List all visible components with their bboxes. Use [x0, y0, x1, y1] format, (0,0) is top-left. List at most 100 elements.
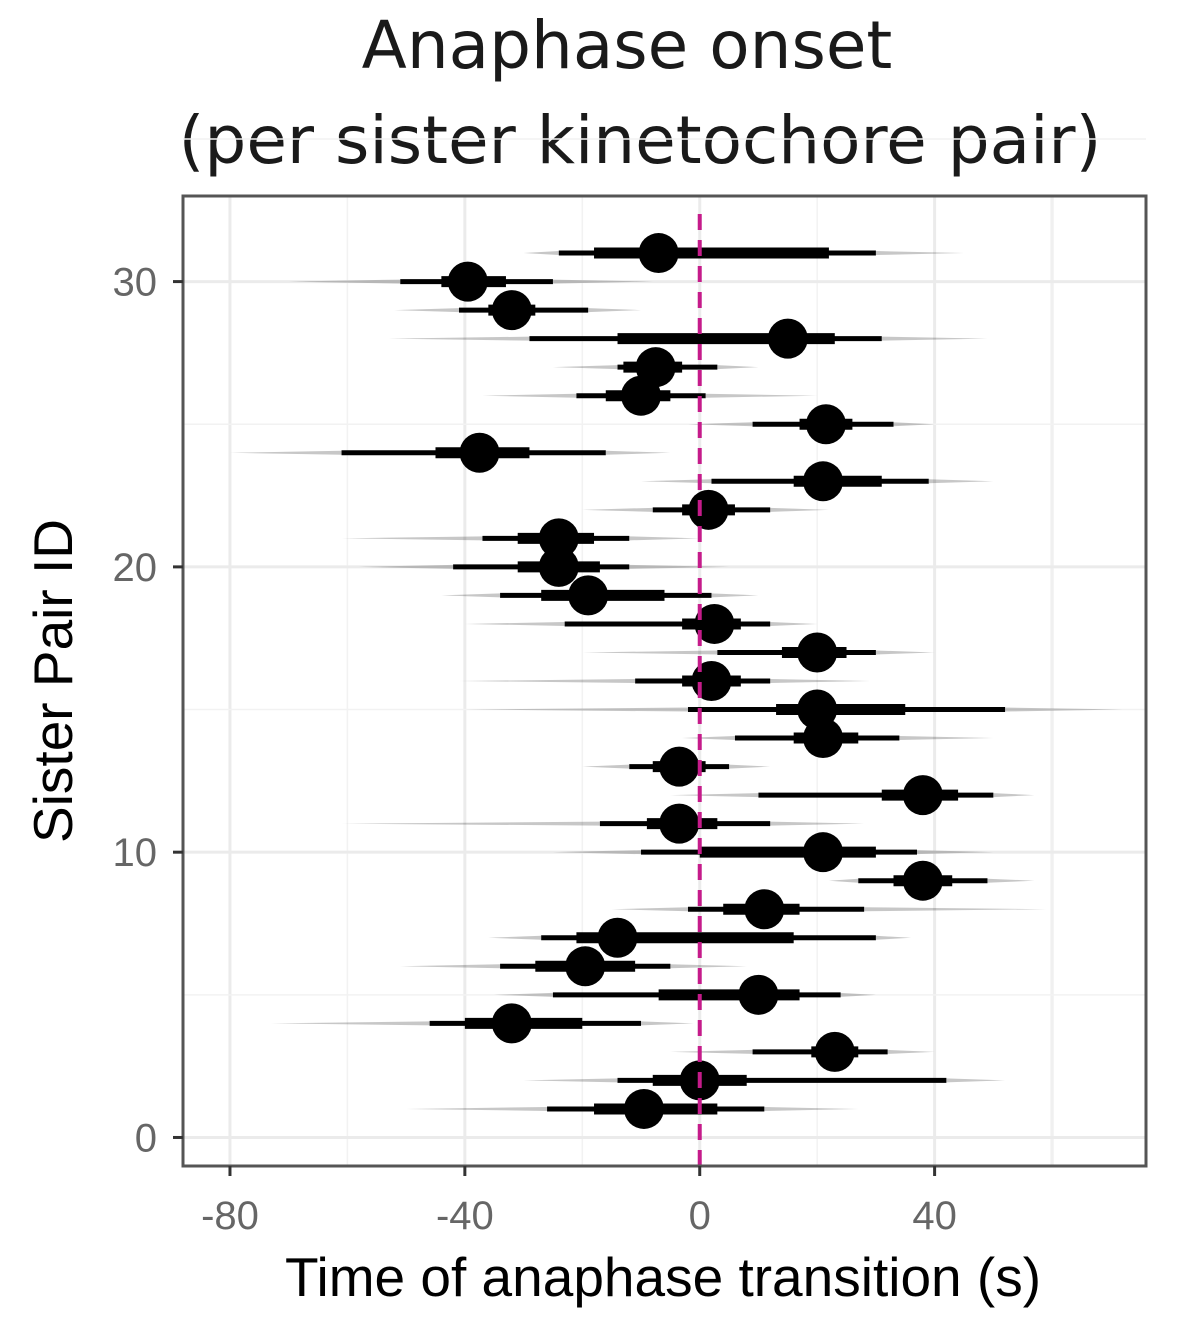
- tail-right-21: [629, 536, 700, 541]
- chart-title-line-1: Anaphase onset: [362, 7, 893, 84]
- median-point-25: [805, 404, 846, 445]
- y-tick-label: 30: [113, 261, 158, 305]
- tail-left-20: [359, 564, 454, 569]
- median-point-21: [538, 518, 579, 559]
- tail-left-30: [288, 279, 401, 284]
- tail-left-7: [488, 935, 542, 940]
- median-point-31: [638, 233, 679, 274]
- median-point-29: [491, 290, 532, 331]
- y-tick-label: 0: [135, 1116, 157, 1160]
- tail-left-31: [523, 251, 559, 256]
- tail-left-17: [582, 650, 718, 655]
- tail-left-22: [582, 507, 653, 512]
- y-tick-label: 20: [113, 546, 158, 590]
- tail-right-27: [717, 365, 759, 370]
- tail-right-13: [729, 764, 771, 769]
- tail-left-5: [494, 992, 553, 997]
- tail-right-19: [711, 593, 759, 598]
- tail-right-5: [840, 992, 876, 997]
- tail-right-10: [916, 850, 994, 855]
- tail-left-26: [482, 393, 577, 398]
- median-point-9: [902, 860, 943, 901]
- median-point-19: [568, 575, 609, 616]
- tail-left-4: [271, 1021, 430, 1026]
- median-point-17: [797, 632, 838, 673]
- tail-right-8: [864, 907, 1047, 912]
- tail-right-26: [705, 393, 818, 398]
- tail-left-29: [394, 308, 459, 313]
- tail-left-28: [388, 336, 530, 341]
- median-point-7: [597, 917, 638, 958]
- tail-right-30: [552, 279, 653, 284]
- median-point-28: [767, 318, 808, 359]
- x-tick-label: 0: [689, 1194, 711, 1238]
- tail-left-23: [641, 479, 712, 484]
- tail-left-12: [670, 793, 759, 798]
- outer-intervals: [341, 250, 1006, 1112]
- tail-left-25: [687, 422, 753, 427]
- plot-panel-border: [181, 194, 1148, 1168]
- tail-right-9: [987, 878, 1035, 883]
- median-point-16: [691, 661, 732, 701]
- tail-right-18: [770, 621, 818, 626]
- tail-left-13: [582, 764, 630, 769]
- x-tick-label: -40: [436, 1194, 494, 1238]
- tail-right-23: [928, 479, 994, 484]
- median-point-1: [623, 1088, 664, 1129]
- y-tick-label: 10: [113, 831, 158, 875]
- tail-right-16: [770, 679, 871, 683]
- tail-left-10: [552, 850, 642, 855]
- tail-right-14: [899, 736, 994, 741]
- median-point-30: [447, 261, 488, 302]
- x-tick-label: -80: [201, 1194, 259, 1238]
- y-axis-title: Sister Pair ID: [22, 519, 84, 843]
- chart-title-line-2: (per sister kinetochore pair): [179, 102, 1102, 179]
- median-point-4: [491, 1003, 532, 1044]
- median-point-6: [565, 946, 606, 987]
- tail-left-21: [341, 536, 483, 541]
- median-point-8: [744, 889, 785, 930]
- tail-right-3: [887, 1049, 935, 1054]
- median-point-11: [659, 803, 700, 844]
- x-axis-title: Time of anaphase transition (s): [285, 1246, 1041, 1308]
- median-point-20: [538, 546, 579, 587]
- median-points: [447, 233, 943, 1129]
- tail-left-3: [670, 1049, 753, 1054]
- tail-right-20: [629, 564, 730, 569]
- median-point-23: [803, 461, 844, 502]
- tail-left-19: [441, 593, 501, 598]
- tail-left-14: [682, 736, 735, 741]
- tail-left-2: [523, 1078, 618, 1083]
- tail-right-12: [993, 793, 1035, 798]
- median-point-15: [797, 689, 838, 730]
- tail-right-28: [881, 336, 988, 341]
- median-point-18: [694, 603, 735, 644]
- tail-right-6: [670, 964, 747, 969]
- tail-left-27: [552, 365, 618, 370]
- chart-title: Anaphase onset (per sister kinetochore p…: [179, 7, 1102, 179]
- median-point-5: [738, 974, 779, 1015]
- tail-right-1: [764, 1106, 859, 1111]
- tail-right-29: [588, 308, 642, 313]
- tail-left-6: [400, 964, 501, 969]
- tail-left-18: [464, 621, 565, 626]
- tail-right-15: [1005, 707, 1123, 712]
- tail-left-8: [611, 907, 688, 912]
- tail-right-2: [946, 1078, 1006, 1083]
- axes: -80 -40 0 40 0 10 20 30: [113, 261, 957, 1238]
- median-point-22: [688, 489, 729, 530]
- tail-right-22: [770, 507, 829, 512]
- median-point-12: [902, 775, 943, 816]
- tail-left-24: [229, 450, 342, 455]
- tail-intervals: [229, 251, 1123, 1111]
- tail-right-7: [875, 935, 912, 940]
- tail-left-11: [341, 821, 600, 826]
- tail-right-11: [770, 821, 865, 826]
- tail-left-9: [828, 878, 859, 883]
- tail-right-24: [605, 450, 671, 455]
- tail-left-1: [406, 1106, 548, 1111]
- median-point-13: [659, 746, 700, 787]
- median-point-3: [814, 1031, 855, 1072]
- tail-right-31: [875, 251, 964, 256]
- x-tick-label: 40: [912, 1194, 957, 1238]
